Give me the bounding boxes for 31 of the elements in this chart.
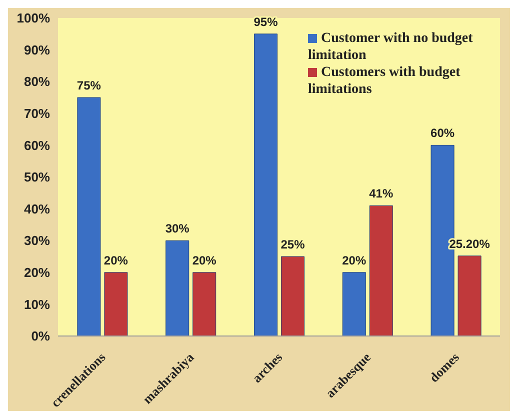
y-tick-label: 100% [16,10,50,26]
y-tick-label: 30% [24,233,50,248]
y-tick-label: 0% [31,328,50,344]
data-label: 75% [76,78,102,92]
bar [192,272,216,336]
bar [254,34,278,336]
y-tick-label: 50% [24,170,50,185]
y-tick-label: 90% [24,42,50,58]
y-tick-label: 60% [24,138,50,153]
data-label: 20% [192,253,217,268]
data-label: 95% [254,14,278,29]
y-tick-label: 70% [24,106,50,122]
bar [166,240,190,336]
bar [369,205,393,336]
bar [458,256,482,336]
bar [77,97,101,336]
data-label: 20% [104,253,128,268]
bar [281,256,304,336]
data-label: 41% [369,186,394,201]
data-label: 20% [342,253,366,268]
y-tick-label: 20% [24,265,50,280]
data-label: 30% [165,222,190,236]
y-tick-label: 40% [24,201,50,216]
bar [342,272,366,336]
bar [104,272,128,336]
legend-label: Customer with no budget limitation [308,31,473,63]
y-tick-label: 10% [24,296,50,312]
legend-label: Customers with budget limitations [308,65,460,97]
data-label: 60% [430,126,455,140]
data-label: 25% [280,238,306,252]
y-tick-label: 80% [24,74,50,90]
